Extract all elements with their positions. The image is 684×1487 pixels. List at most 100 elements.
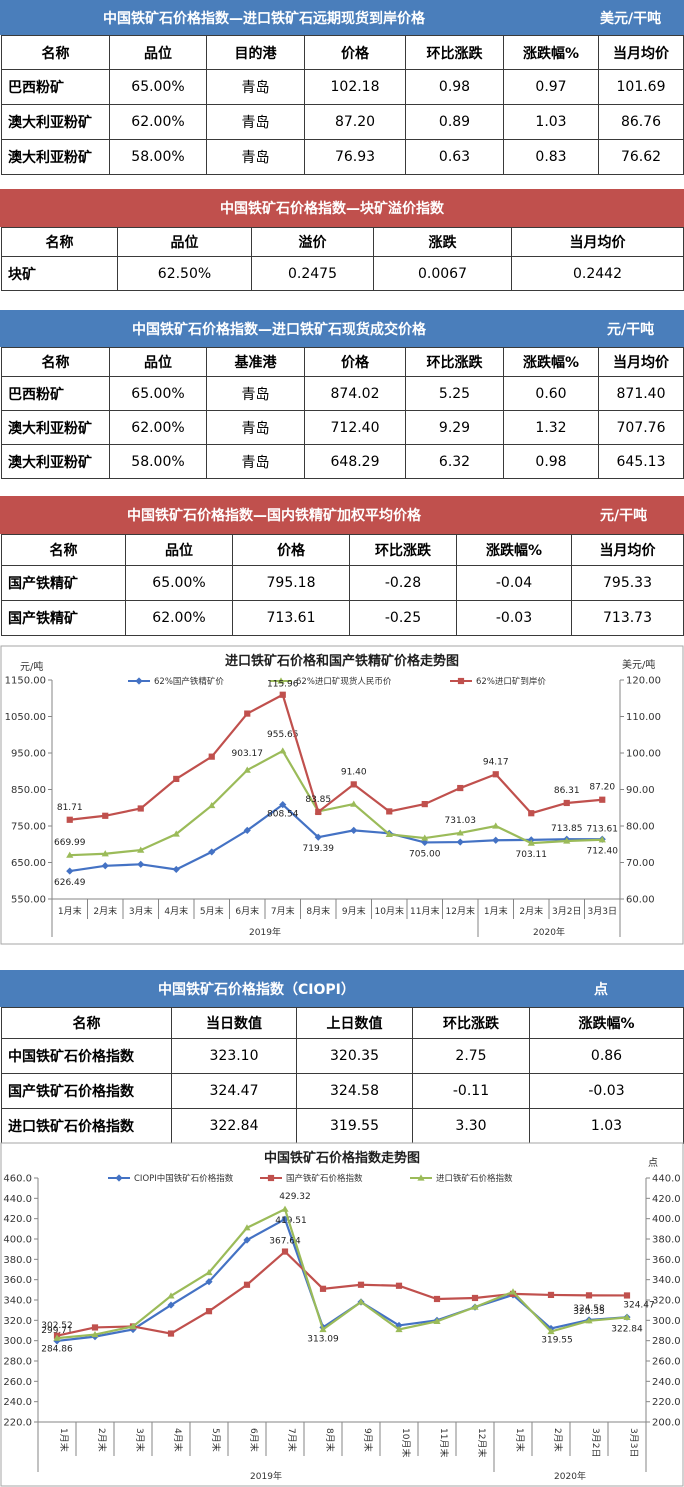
data-point-0 bbox=[53, 1337, 61, 1345]
table-cell: 324.58 bbox=[296, 1073, 413, 1109]
data-label: 719.39 bbox=[303, 844, 335, 854]
x-tick-label: 3月末 bbox=[129, 905, 153, 917]
table3-title: 中国铁矿石价格指数—进口铁矿石现货成交价格 bbox=[132, 321, 426, 338]
table-cell: 319.55 bbox=[296, 1108, 413, 1144]
table-cell: 0.97 bbox=[503, 69, 599, 105]
data-point-legend bbox=[135, 677, 143, 685]
row-name: 巴西粉矿 bbox=[1, 69, 110, 105]
y2-tick-label: 100.00 bbox=[626, 749, 661, 760]
data-point-15 bbox=[598, 836, 606, 843]
x-tick-label: 9月末 bbox=[342, 905, 366, 917]
x-tick-label: 12月末 bbox=[446, 905, 475, 917]
column-header: 涨跌 bbox=[373, 227, 512, 257]
x-group-label-2020: 2020年 bbox=[554, 1470, 586, 1482]
data-point-5 bbox=[243, 1281, 251, 1288]
row-name: 国产铁精矿 bbox=[1, 600, 126, 636]
table-cell: 707.76 bbox=[598, 410, 684, 445]
series-line bbox=[69, 803, 603, 873]
column-header: 上日数值 bbox=[296, 1007, 413, 1039]
table2-lump-premium: 名称 品位 溢价 涨跌 当月均价 块矿 62.50% 0.2475 0.0067 0.2442 bbox=[1, 227, 684, 291]
table-cell: 1.03 bbox=[529, 1108, 684, 1144]
data-point-0 bbox=[66, 867, 74, 875]
data-point-4 bbox=[205, 1278, 213, 1286]
data-point-0 bbox=[66, 851, 74, 858]
column-header: 当月均价 bbox=[511, 227, 684, 257]
data-point-legend bbox=[277, 677, 285, 684]
table2-title: 中国铁矿石价格指数—块矿溢价指数 bbox=[220, 201, 444, 217]
data-point-9 bbox=[385, 830, 393, 837]
table-row: 巴西粉矿 65.00% 青岛 102.18 0.98 0.97 101.69 bbox=[1, 69, 684, 105]
y-tick-label: 420.0 bbox=[3, 1214, 32, 1225]
table-cell: 102.18 bbox=[304, 69, 406, 105]
table-cell: 76.93 bbox=[304, 139, 406, 175]
row-name: 澳大利亚粉矿 bbox=[1, 444, 110, 479]
table4-unit: 元/干吨 bbox=[600, 508, 648, 524]
table-cell: 2.75 bbox=[412, 1038, 530, 1074]
row-name: 巴西粉矿 bbox=[1, 376, 110, 411]
data-label: 86.31 bbox=[554, 786, 580, 796]
x-tick-label: 3月2日 bbox=[590, 1428, 601, 1457]
data-point-11 bbox=[457, 784, 464, 792]
series-2: 81.71 115.96 83.85 91.40 94.17 86.31 87.20 bbox=[57, 680, 615, 823]
table-cell: 62.00% bbox=[109, 410, 207, 445]
x-group-label-2020: 2020年 bbox=[533, 926, 565, 938]
table-cell: 6.32 bbox=[405, 444, 504, 479]
table-row: 澳大利亚粉矿 58.00% 青岛 76.93 0.63 0.83 76.62 bbox=[1, 139, 684, 175]
table-row: 进口铁矿石价格指数 322.84 319.55 3.30 1.03 bbox=[1, 1108, 684, 1144]
header-row: 名称 品位 基准港 价格 环比涨跌 涨跌幅% 当月均价 bbox=[1, 347, 684, 377]
data-point-2 bbox=[137, 805, 144, 812]
column-header: 品位 bbox=[109, 35, 207, 70]
column-header: 溢价 bbox=[251, 227, 374, 257]
y2-tick-label: 280.0 bbox=[652, 1336, 681, 1347]
data-label: 955.65 bbox=[267, 730, 299, 740]
x-tick-label: 7月末 bbox=[286, 1428, 298, 1452]
table-cell: 0.83 bbox=[503, 139, 599, 175]
data-point-6 bbox=[279, 747, 287, 754]
legend-label: 进口铁矿石价格指数 bbox=[436, 1173, 513, 1184]
data-point-3 bbox=[172, 830, 180, 837]
chart-ciopi-trend: 中国铁矿石价格指数走势图 点 220.0 240.0 260.0 280.0 300.0 32… bbox=[0, 1142, 684, 1487]
data-label: 808.54 bbox=[267, 810, 299, 820]
y-tick-label: 340.0 bbox=[3, 1296, 32, 1307]
series-line bbox=[69, 749, 603, 857]
y-tick-label: 300.0 bbox=[3, 1336, 32, 1347]
y2-axis-label: 点 bbox=[648, 1157, 658, 1169]
y-tick-label: 320.0 bbox=[3, 1316, 32, 1327]
y-tick-label: 440.0 bbox=[3, 1194, 32, 1205]
table-cell: 712.40 bbox=[304, 410, 406, 445]
data-point-3 bbox=[167, 1301, 175, 1309]
y-tick-label: 750.00 bbox=[11, 822, 46, 833]
column-header: 名称 bbox=[1, 347, 110, 377]
legend-item: 进口铁矿石价格指数 bbox=[410, 1173, 513, 1184]
row-name: 国产铁精矿 bbox=[1, 565, 126, 601]
data-label: 83.85 bbox=[305, 795, 331, 805]
data-point-3 bbox=[167, 1330, 175, 1337]
x-tick-label: 10月末 bbox=[375, 905, 404, 917]
column-header: 环比涨跌 bbox=[405, 347, 504, 377]
y2-tick-label: 340.0 bbox=[652, 1275, 681, 1286]
x-tick-label: 5月末 bbox=[200, 905, 224, 917]
table-cell: 3.30 bbox=[412, 1108, 530, 1144]
table-cell: 324.47 bbox=[171, 1073, 297, 1109]
table-cell: 青岛 bbox=[206, 104, 305, 140]
x-tick-label: 8月末 bbox=[324, 1428, 336, 1452]
y-tick-label: 1150.00 bbox=[5, 676, 46, 687]
data-point-5 bbox=[243, 1224, 251, 1231]
table-row: 中国铁矿石价格指数 323.10 320.35 2.75 0.86 bbox=[1, 1038, 684, 1074]
table-cell: 62.50% bbox=[117, 256, 252, 291]
data-point-2 bbox=[129, 1322, 137, 1330]
data-label: 320.35 bbox=[573, 1307, 605, 1317]
table-cell: 86.76 bbox=[598, 104, 684, 140]
series-2: 302.52 429.32 324.58 324.47 322.84 bbox=[41, 1192, 655, 1341]
y-axis-label: 元/吨 bbox=[20, 660, 43, 673]
data-point-15 bbox=[623, 1292, 631, 1299]
data-point-1 bbox=[91, 1324, 99, 1331]
data-point-6 bbox=[279, 691, 286, 698]
table-row: 澳大利亚粉矿 62.00% 青岛 87.20 0.89 1.03 86.76 bbox=[1, 104, 684, 140]
data-point-1 bbox=[102, 812, 109, 819]
chart-title: 进口铁矿石价格和国产铁精矿价格走势图 bbox=[225, 653, 459, 669]
table-cell: 0.86 bbox=[529, 1038, 684, 1074]
column-header: 名称 bbox=[1, 534, 126, 566]
table-cell: 0.2475 bbox=[251, 256, 374, 291]
data-label: 429.32 bbox=[279, 1192, 311, 1202]
